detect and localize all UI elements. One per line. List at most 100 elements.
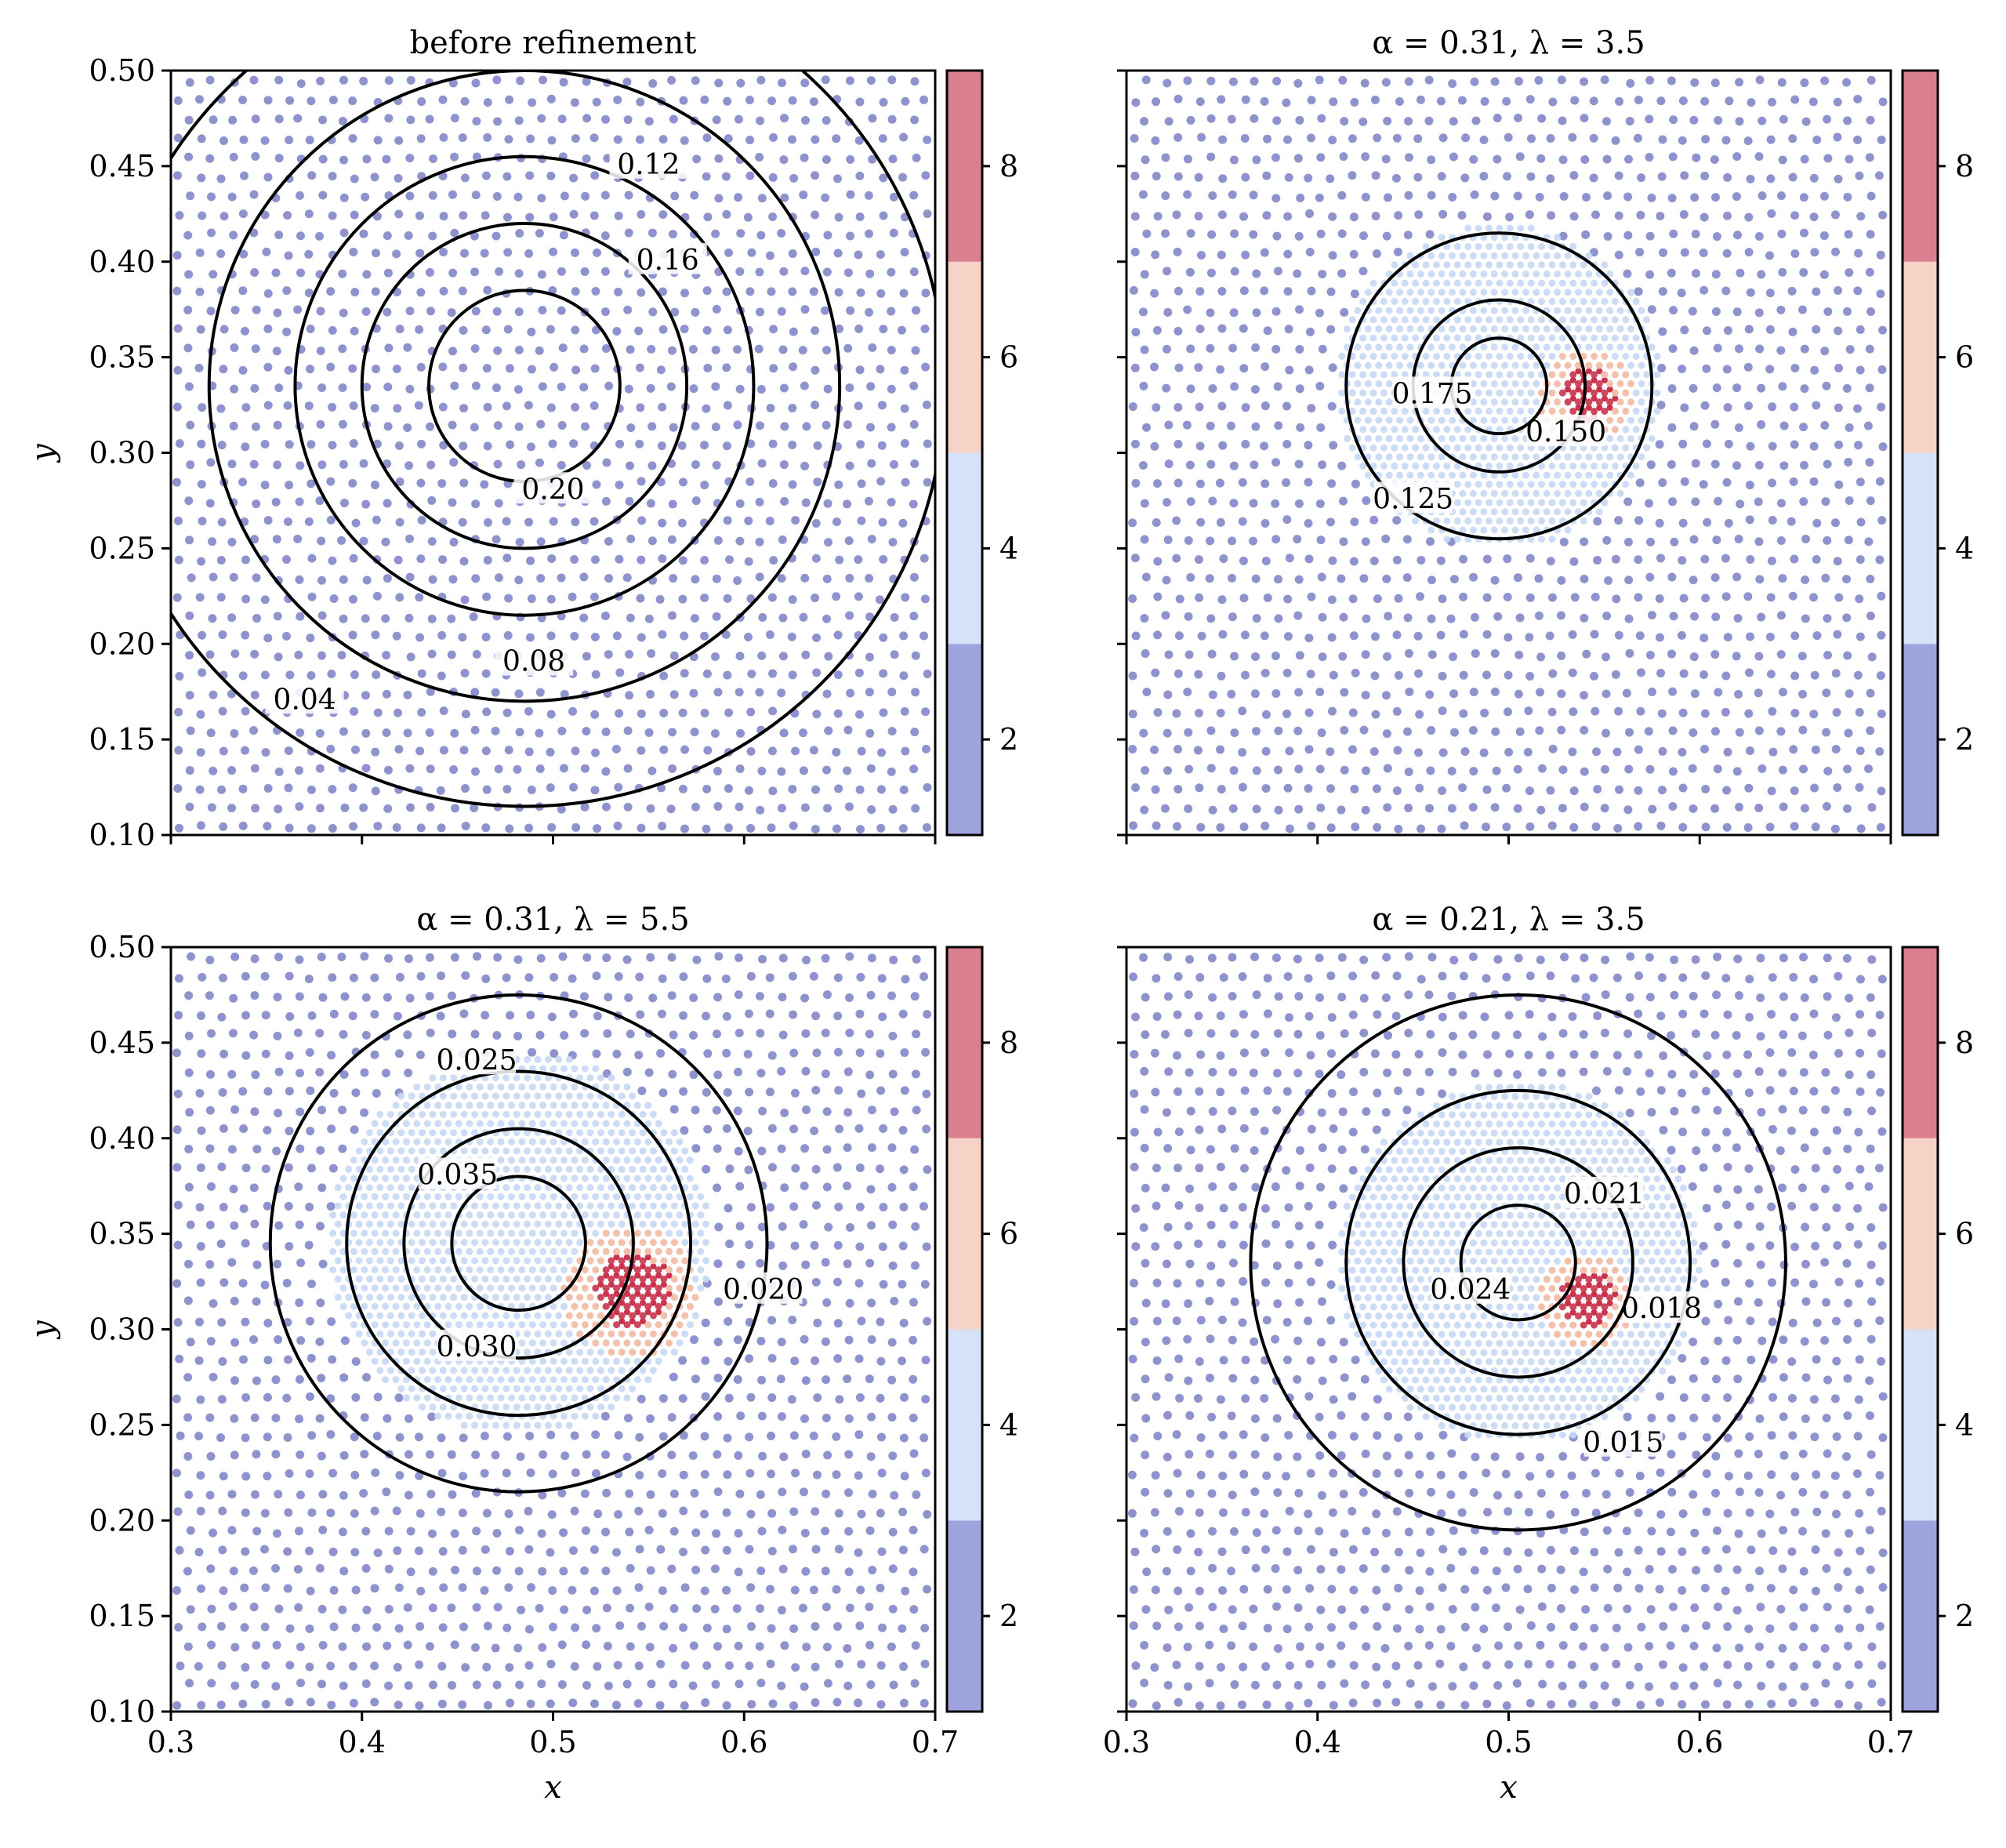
point-coarse	[196, 1278, 205, 1287]
point-coarse	[856, 1585, 865, 1595]
point-coarse	[745, 287, 755, 296]
point-coarse	[1217, 287, 1227, 296]
point-coarse	[1812, 287, 1821, 296]
point-fine	[1606, 453, 1614, 461]
point-coarse	[866, 1680, 876, 1690]
point-coarse	[711, 1679, 720, 1689]
point-fine	[1406, 307, 1414, 314]
point-coarse	[582, 652, 591, 661]
point-coarse	[788, 96, 797, 105]
point-coarse	[208, 614, 217, 623]
point-coarse	[579, 992, 589, 1001]
point-coarse	[550, 972, 559, 982]
point-coarse	[604, 574, 614, 583]
point-coarse	[898, 172, 908, 182]
point-fine	[408, 1330, 415, 1338]
point-coarse	[711, 345, 720, 354]
point-coarse	[811, 365, 820, 375]
point-coarse	[382, 728, 391, 737]
point-fine	[1496, 389, 1504, 397]
point-coarse	[439, 286, 448, 296]
point-coarse	[250, 1107, 259, 1116]
point-coarse	[1778, 267, 1787, 277]
point-fine	[602, 1376, 610, 1384]
point-coarse	[644, 1068, 654, 1077]
point-fine	[1449, 416, 1456, 424]
point-coarse	[209, 1299, 218, 1309]
point-fine	[1569, 242, 1577, 250]
point-coarse	[306, 1127, 315, 1136]
point-coarse	[1217, 95, 1226, 104]
point-coarse	[779, 155, 789, 165]
point-coarse	[1822, 688, 1831, 698]
point-coarse	[316, 1298, 325, 1308]
point-fine	[1564, 270, 1572, 278]
point-coarse	[241, 1508, 250, 1517]
point-fine	[1401, 297, 1409, 305]
point-coarse	[910, 1679, 920, 1688]
point-fine	[497, 1321, 505, 1329]
point-coarse	[1351, 668, 1360, 677]
point-coarse	[1822, 728, 1831, 737]
point-coarse	[1823, 154, 1833, 163]
point-coarse	[1250, 114, 1259, 123]
point-fine	[1485, 279, 1493, 287]
point-fine	[1533, 289, 1540, 296]
point-coarse	[261, 1700, 270, 1709]
point-coarse	[1383, 116, 1392, 125]
point-coarse	[284, 251, 293, 260]
point-coarse	[1777, 229, 1787, 238]
point-coarse	[438, 402, 448, 412]
point-coarse	[1457, 96, 1467, 105]
point-coarse	[197, 134, 206, 143]
point-coarse	[304, 517, 314, 526]
point-coarse	[1504, 633, 1513, 642]
point-coarse	[1623, 805, 1633, 815]
point-coarse	[415, 1471, 424, 1480]
point-coarse	[1206, 614, 1216, 623]
point-coarse	[777, 767, 786, 776]
point-coarse	[636, 1010, 645, 1019]
point-coarse	[821, 1258, 830, 1267]
point-coarse	[227, 1145, 237, 1154]
point-coarse	[800, 153, 809, 162]
point-coarse	[921, 289, 930, 298]
contour-label-bg	[628, 242, 707, 274]
point-coarse	[184, 270, 194, 279]
point-coarse	[644, 117, 654, 126]
point-coarse	[1316, 536, 1326, 545]
point-coarse	[285, 1469, 294, 1478]
point-coarse	[1294, 575, 1304, 584]
point-coarse	[1691, 229, 1700, 238]
point-coarse	[1294, 459, 1304, 469]
point-coarse	[757, 1375, 767, 1385]
point-coarse	[1723, 633, 1732, 642]
point-coarse	[217, 785, 227, 794]
point-coarse	[1711, 270, 1721, 279]
point-coarse	[1294, 499, 1304, 508]
point-coarse	[416, 971, 426, 981]
point-fine	[1522, 379, 1529, 387]
point-coarse	[1425, 804, 1435, 813]
point-fine	[1543, 270, 1551, 278]
point-coarse	[1492, 766, 1501, 775]
point-coarse	[1754, 688, 1763, 698]
point-mid	[618, 1349, 626, 1356]
point-coarse	[1459, 630, 1468, 639]
point-coarse	[230, 1338, 240, 1347]
point-coarse	[230, 1643, 240, 1652]
point-coarse	[271, 1414, 281, 1423]
point-coarse	[1754, 497, 1763, 506]
point-coarse	[315, 1222, 325, 1231]
point-coarse	[252, 573, 261, 583]
point-coarse	[1252, 308, 1261, 318]
point-fine	[513, 1403, 521, 1411]
point-coarse	[1239, 594, 1249, 603]
point-coarse	[339, 459, 348, 469]
point-coarse	[209, 1372, 218, 1381]
point-coarse	[205, 154, 215, 163]
point-coarse	[1591, 593, 1600, 602]
point-coarse	[491, 688, 500, 697]
point-coarse	[1413, 134, 1423, 143]
point-coarse	[426, 1028, 435, 1037]
